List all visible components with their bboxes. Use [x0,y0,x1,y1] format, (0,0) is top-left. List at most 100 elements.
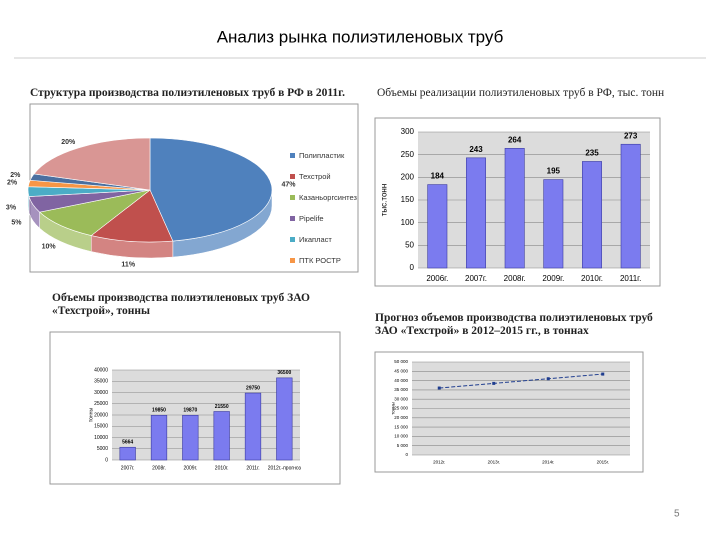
pie-slice [149,137,273,242]
data-label: 21550 [215,404,229,410]
x-tick-label: 2009г. [542,274,564,283]
y-tick-label: 25000 [94,401,108,407]
data-label: 2% [7,179,18,186]
y-tick-label: 30 000 [394,396,408,401]
y-tick-label: 20 000 [394,415,408,420]
legend-swatch [290,195,295,200]
x-tick-label: 2015г. [597,460,609,465]
chart-title: Прогноз объемов производства полиэтилено… [375,312,653,337]
y-tick-label: 0 [405,452,408,457]
legend-label: Полипластик [299,151,345,160]
legend-swatch [290,153,295,158]
data-label: 273 [624,131,638,140]
bar [543,179,564,269]
data-label: 2% [10,172,21,179]
x-tick-label: 2011г. [620,274,641,283]
data-label: 243 [469,145,483,154]
y-tick-label: 250 [401,150,415,159]
y-tick-label: 35 000 [394,387,408,392]
y-tick-label: 5000 [97,446,108,452]
y-tick-label: 15 000 [394,424,408,429]
legend-label: Pipelife [299,214,324,223]
data-label: 264 [508,135,522,144]
chart-title: Структура производства полиэтиленовых тр… [30,87,345,99]
y-axis-label: тонны [390,402,395,415]
data-label: 10% [42,243,57,250]
x-tick-label: 2011г. [246,465,259,471]
legend-swatch [290,258,295,263]
point [492,381,496,385]
x-tick-label: 2012г.-прогноз [268,465,302,471]
y-tick-label: 0 [410,263,415,272]
legend-swatch [290,237,295,242]
x-tick-label: 2013г. [488,460,500,465]
bar [150,415,168,461]
data-label: 29750 [246,385,260,391]
y-tick-label: 300 [401,127,415,136]
point [437,386,441,390]
data-label: 36500 [277,370,291,376]
legend-label: Икапласт [299,235,332,244]
y-tick-label: 50 [405,240,414,249]
bar [427,184,448,269]
bar [182,414,199,461]
data-label: 47% [281,181,296,188]
data-label: 3% [6,205,17,212]
bar [276,377,293,461]
bar [213,411,230,461]
data-label: 5664 [122,440,133,446]
x-tick-label: 2007г. [465,274,487,283]
pie-slice [38,189,151,236]
y-axis-label: тонны [88,408,94,423]
bar [620,143,641,269]
y-tick-label: 150 [401,195,415,204]
bar [244,392,262,461]
x-tick-label: 2006г. [426,274,448,283]
y-tick-label: 30000 [94,390,108,396]
pie-slice [33,137,151,191]
line [439,373,603,389]
bar [504,148,525,269]
data-label: 5% [11,219,22,226]
data-label: 20% [61,139,76,146]
x-tick-label: 2014г. [542,460,554,465]
data-label: 19870 [183,408,197,414]
x-tick-label: 2008г. [504,274,526,283]
y-tick-label: 20000 [94,412,108,418]
y-tick-label: 15000 [94,424,108,430]
legend-swatch [290,174,295,179]
data-label: 195 [547,167,561,176]
y-tick-label: 40000 [94,367,108,373]
y-tick-label: 100 [401,218,415,227]
page-number: 5 [674,509,680,520]
point [601,372,605,376]
y-tick-label: 45 000 [394,368,408,373]
x-tick-label: 2010г. [581,274,603,283]
x-tick-label: 2007г. [121,465,135,471]
legend-label: ПТК РОСТР [299,256,341,265]
y-tick-label: 10 000 [394,434,408,439]
y-tick-label: 35000 [94,379,108,385]
y-tick-label: 5 000 [397,443,409,448]
y-tick-label: 40 000 [394,378,408,383]
chart-title: Объемы производства полиэтиленовых труб … [52,292,310,317]
bar [582,161,602,269]
y-tick-label: 50 000 [394,359,408,364]
y-tick-label: 10000 [94,435,108,441]
bar [119,446,136,461]
bar [466,157,486,269]
x-tick-label: 2008г. [152,465,166,471]
x-tick-label: 2009г. [183,465,197,471]
data-label: 184 [431,172,445,181]
legend-label: Техстрой [299,172,331,181]
y-tick-label: 0 [105,457,108,463]
legend-swatch [290,216,295,221]
pie-slice [90,189,174,243]
point [546,377,550,381]
y-tick-label: 200 [401,172,415,181]
data-label: 235 [585,149,599,158]
y-axis-label: тыс.тонн [380,184,389,217]
x-tick-label: 2010г. [215,465,229,471]
